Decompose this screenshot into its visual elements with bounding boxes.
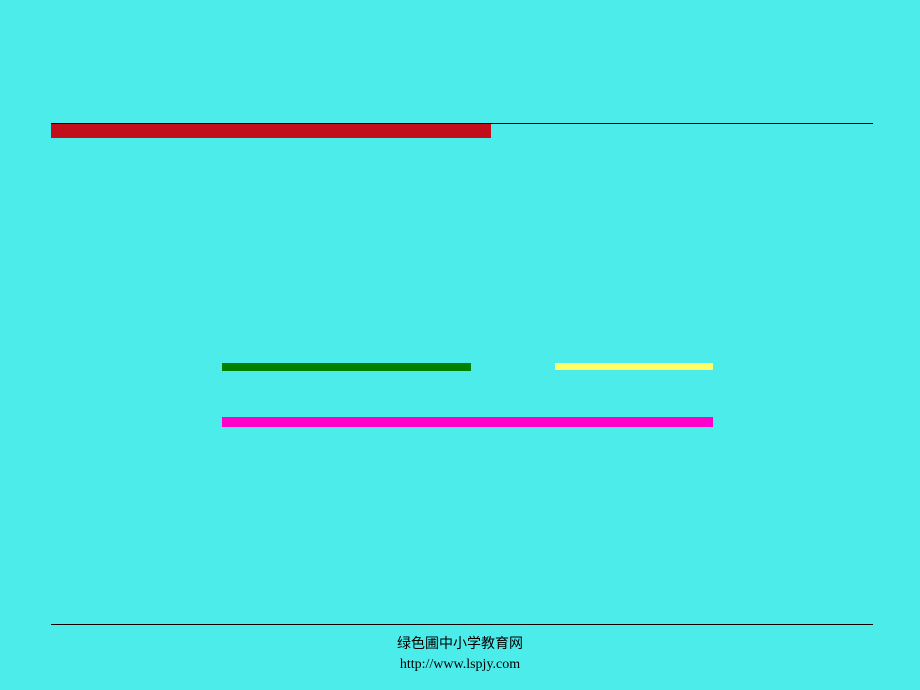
magenta-bar (222, 417, 713, 427)
footer: 绿色圃中小学教育网 http://www.lspjy.com (0, 635, 920, 674)
footer-url[interactable]: http://www.lspjy.com (0, 655, 920, 675)
green-bar (222, 363, 471, 371)
red-bar (51, 124, 491, 138)
footer-text: 绿色圃中小学教育网 (0, 635, 920, 655)
yellow-bar (555, 363, 713, 370)
bottom-divider-line (51, 624, 873, 625)
slide-background (0, 0, 920, 690)
